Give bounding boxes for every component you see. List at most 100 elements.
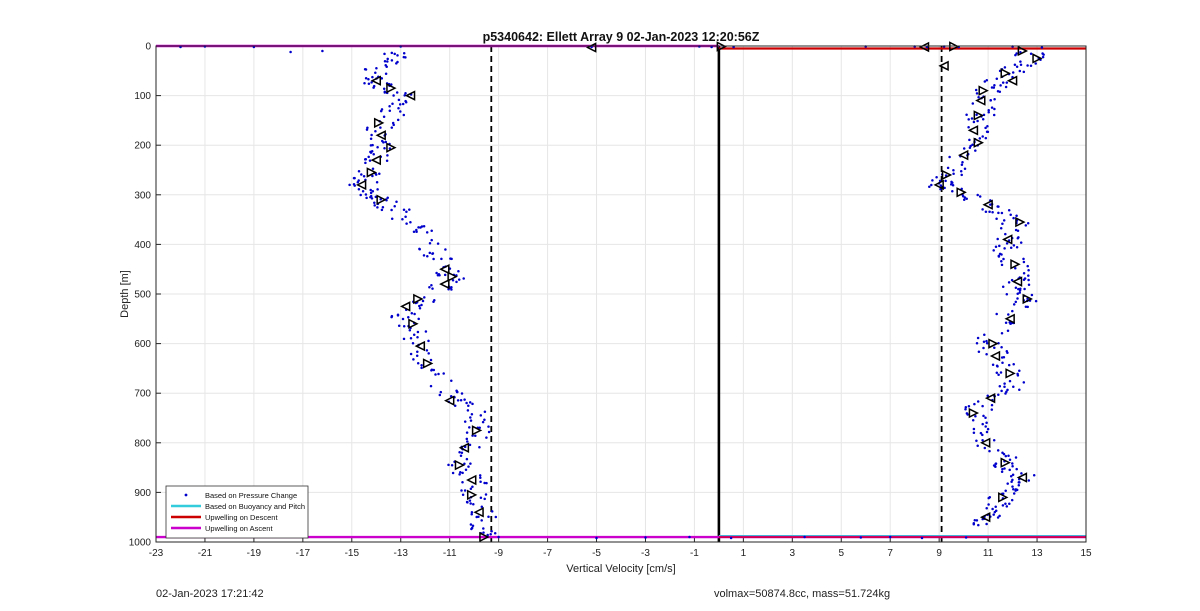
pressure-change-point xyxy=(1003,385,1006,389)
buoyancy-pitch-marker xyxy=(370,75,382,86)
pressure-change-point xyxy=(1009,246,1013,249)
pressure-change-point xyxy=(995,77,999,80)
buoyancy-pitch-marker xyxy=(473,507,484,518)
pressure-change-point xyxy=(1022,271,1026,275)
pressure-change-point xyxy=(402,337,406,341)
pressure-change-point xyxy=(369,194,373,198)
pressure-change-point xyxy=(985,506,988,510)
pressure-change-point xyxy=(418,307,422,310)
pressure-change-point xyxy=(981,135,984,138)
pressure-change-point xyxy=(396,60,399,64)
pressure-change-point xyxy=(1017,287,1020,291)
pressure-change-point xyxy=(468,426,471,429)
pressure-change-point xyxy=(367,155,370,159)
y-tick-label: 1000 xyxy=(129,538,152,549)
pressure-change-point xyxy=(998,90,1002,94)
pressure-change-point xyxy=(1004,321,1008,324)
pressure-change-point xyxy=(430,238,433,242)
pressure-change-point xyxy=(995,364,999,367)
pressure-change-point xyxy=(994,505,997,509)
pressure-change-point xyxy=(978,195,982,198)
pressure-change-point xyxy=(994,245,998,249)
buoyancy-pitch-marker xyxy=(973,137,984,148)
pressure-change-point xyxy=(463,462,466,465)
pressure-change-point xyxy=(369,188,372,192)
pressure-change-point xyxy=(985,522,988,526)
pressure-change-point xyxy=(1018,388,1021,391)
buoyancy-pitch-marker xyxy=(355,179,367,191)
pressure-change-point xyxy=(992,513,995,516)
pressure-change-point xyxy=(996,237,999,241)
pressure-change-point xyxy=(983,333,986,337)
pressure-change-point xyxy=(995,312,998,316)
pressure-change-point xyxy=(976,119,979,123)
pressure-change-point xyxy=(1032,473,1036,477)
pressure-change-point xyxy=(463,489,467,492)
pressure-change-point xyxy=(461,471,464,475)
buoyancy-pitch-marker xyxy=(370,154,382,166)
buoyancy-pitch-marker xyxy=(444,395,455,406)
pressure-change-point xyxy=(409,352,413,356)
pressure-change-point xyxy=(469,487,473,491)
pressure-change-point xyxy=(1001,361,1004,364)
pressure-change-point xyxy=(982,340,986,343)
y-tick-label: 200 xyxy=(134,141,151,152)
x-tick-label: -21 xyxy=(198,548,213,559)
buoyancy-pitch-marker xyxy=(957,149,969,161)
buoyancy-pitch-marker xyxy=(979,437,991,449)
pressure-change-point xyxy=(457,278,461,281)
pressure-change-point xyxy=(416,330,420,334)
pressure-change-point xyxy=(386,57,389,61)
pressure-change-point xyxy=(977,96,980,99)
pressure-change-point xyxy=(971,102,975,105)
buoyancy-pitch-marker xyxy=(466,489,478,501)
buoyancy-pitch-marker xyxy=(998,492,1009,503)
pressure-change-point xyxy=(1016,229,1020,233)
pressure-change-point xyxy=(474,434,477,437)
pressure-change-point xyxy=(402,324,406,328)
pressure-change-point xyxy=(486,533,489,537)
pressure-change-point xyxy=(458,473,461,476)
buoyancy-pitch-marker xyxy=(386,142,397,153)
buoyancy-pitch-marker xyxy=(408,318,419,329)
pressure-change-point xyxy=(990,86,994,89)
pressure-change-point xyxy=(385,159,389,163)
pressure-change-point xyxy=(994,465,997,469)
pressure-change-point xyxy=(469,419,473,422)
pressure-change-point xyxy=(1007,208,1011,212)
pressure-change-point xyxy=(396,118,400,122)
pressure-change-point xyxy=(450,285,453,289)
pressure-change-point xyxy=(992,86,996,89)
pressure-change-point xyxy=(461,493,465,496)
pressure-change-point xyxy=(1004,232,1007,236)
pressure-change-point xyxy=(363,82,366,85)
pressure-change-point xyxy=(321,49,324,53)
pressure-change-point xyxy=(380,139,384,143)
pressure-change-point xyxy=(469,416,472,419)
pressure-change-point xyxy=(991,363,995,367)
buoyancy-pitch-marker xyxy=(458,442,470,453)
legend-label: Based on Buoyancy and Pitch xyxy=(205,502,305,511)
pressure-change-point xyxy=(412,333,416,337)
pressure-change-point xyxy=(984,210,988,214)
pressure-change-point xyxy=(1012,488,1015,491)
buoyancy-pitch-marker xyxy=(439,278,450,290)
pressure-change-point xyxy=(483,410,487,413)
pressure-change-point xyxy=(986,130,990,134)
pressure-change-point xyxy=(1041,55,1045,59)
pressure-change-point xyxy=(996,449,1000,452)
pressure-change-point xyxy=(1011,464,1014,468)
buoyancy-pitch-marker xyxy=(366,167,378,178)
pressure-change-point xyxy=(1023,287,1026,291)
pressure-change-point xyxy=(483,497,486,501)
pressure-change-point xyxy=(371,75,374,79)
pressure-change-point xyxy=(370,197,374,200)
pressure-change-point xyxy=(952,168,955,172)
pressure-change-point xyxy=(404,91,407,95)
pressure-change-point xyxy=(999,84,1002,87)
pressure-change-point xyxy=(386,196,389,200)
pressure-change-point xyxy=(427,352,430,355)
pressure-change-point xyxy=(380,77,384,80)
buoyancy-pitch-marker xyxy=(466,474,477,486)
pressure-change-point xyxy=(376,206,379,209)
